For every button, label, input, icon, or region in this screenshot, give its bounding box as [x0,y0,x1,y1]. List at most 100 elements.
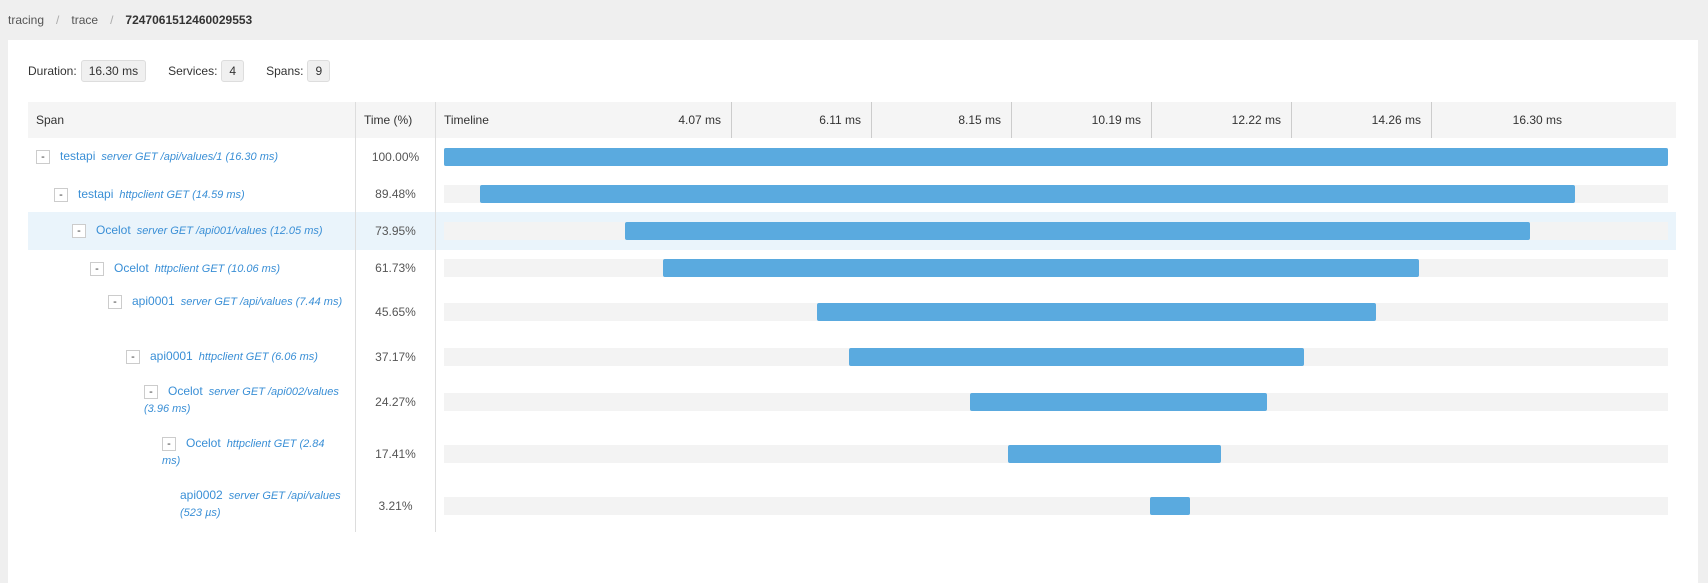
breadcrumb-separator: / [110,13,114,27]
col-header-time: Time (%) [356,102,436,138]
span-operation: server GET /api/values (7.44 ms) [180,296,343,308]
trace-summary: Duration: 16.30 ms Services: 4 Spans: 9 [28,60,352,82]
collapse-toggle-button[interactable]: - [90,261,104,276]
span-service-name[interactable]: Ocelot [186,436,221,450]
span-timeline-cell [436,428,1676,480]
span-timeline-cell [436,176,1676,212]
span-service-name[interactable]: Ocelot [96,223,131,237]
span-timeline-cell [436,138,1676,176]
span-time-percent: 37.17% [356,338,436,376]
timeline-tick: 16.30 ms [1512,113,1562,127]
collapse-toggle-button[interactable]: - [126,349,140,364]
span-time-percent: 73.95% [356,212,436,250]
span-duration-bar[interactable] [444,148,1668,166]
timeline-tick: 10.19 ms [1012,102,1152,138]
timeline-label: Timeline [444,113,489,127]
timeline-track [444,348,1668,366]
timeline-tick: 14.26 ms [1292,102,1432,138]
timeline-tick: 8.15 ms [872,102,1012,138]
breadcrumb-trace-id: 7247061512460029553 [125,13,253,27]
span-operation: server GET /api/values/1 (16.30 ms) [101,151,279,163]
span-timeline-cell [436,338,1676,376]
collapse-toggle-button[interactable]: - [54,187,68,202]
span-service-name[interactable]: Ocelot [114,261,149,275]
services-badge: 4 [221,60,245,82]
spans-label: Spans: [266,64,304,78]
span-time-percent: 24.27% [356,376,436,428]
span-operation: server GET /api002/values (3.96 ms) [144,386,339,415]
collapse-toggle-button[interactable]: - [108,294,122,309]
span-cell: - testapi server GET /api/values/1 (16.30 … [28,138,356,176]
span-duration-bar[interactable] [1150,497,1190,515]
span-service-name[interactable]: api0002 [180,488,223,502]
span-time-percent: 17.41% [356,428,436,480]
span-cell: - api0001 httpclient GET (6.06 ms) [28,338,356,376]
duration-badge: 16.30 ms [80,60,147,82]
span-time-percent: 61.73% [356,250,436,286]
span-timeline-cell [436,480,1676,532]
span-service-name[interactable]: Ocelot [168,384,203,398]
span-duration-bar[interactable] [817,303,1377,321]
timeline-track [444,222,1668,240]
table-row[interactable]: - api0001 httpclient GET (6.06 ms) 37.17% [28,338,1676,376]
table-row[interactable]: - testapi httpclient GET (14.59 ms) 89.48% [28,176,1676,212]
duration-label: Duration: [28,64,77,78]
breadcrumb-separator: / [56,13,60,27]
table-row[interactable]: - Ocelot server GET /api001/values (12.05 … [28,212,1676,250]
span-operation: httpclient GET (6.06 ms) [198,351,318,363]
span-duration-bar[interactable] [663,259,1419,277]
span-operation: httpclient GET (2.84 ms) [162,438,325,467]
services-label: Services: [168,64,218,78]
span-service-name[interactable]: api0001 [150,349,193,363]
breadcrumb-tracing[interactable]: tracing [8,13,45,27]
span-cell: - testapi httpclient GET (14.59 ms) [28,176,356,212]
span-operation: server GET /api/values (523 µs) [180,490,341,519]
span-timeline-cell [436,286,1676,338]
table-row[interactable]: - Ocelot httpclient GET (10.06 ms) 61.73% [28,250,1676,286]
timeline-track [444,303,1668,321]
services-summary: Services: 4 [168,60,245,82]
trace-card: Duration: 16.30 ms Services: 4 Spans: 9 … [8,40,1698,583]
table-header: Span Time (%) Timeline 4.07 ms 6.11 ms 8.1… [28,102,1676,138]
span-operation: server GET /api001/values (12.05 ms) [136,225,323,237]
span-service-name[interactable]: api0001 [132,294,175,308]
span-duration-bar[interactable] [480,185,1576,203]
span-cell: - Ocelot server GET /api001/values (12.05 … [28,212,356,250]
collapse-toggle-button[interactable]: - [162,436,176,451]
breadcrumb-trace[interactable]: trace [71,13,99,27]
span-duration-bar[interactable] [849,348,1305,366]
span-time-percent: 100.00% [356,138,436,176]
span-time-percent: 45.65% [356,286,436,338]
col-header-timeline: Timeline 4.07 ms 6.11 ms 8.15 ms 10.19 ms 12… [436,102,1676,138]
timeline-tick: 6.11 ms [732,102,872,138]
table-row[interactable]: - api0001 server GET /api/values (7.44 ms)… [28,286,1676,338]
span-time-percent: 3.21% [356,480,436,532]
breadcrumb: tracing / trace / 7247061512460029553 [0,0,1708,40]
span-cell: - Ocelot httpclient GET (10.06 ms) [28,250,356,286]
timeline-track [444,445,1668,463]
span-service-name[interactable]: testapi [60,149,96,163]
span-duration-bar[interactable] [1008,445,1222,463]
table-row[interactable]: - Ocelot server GET /api002/values (3.96 m… [28,376,1676,428]
span-operation: httpclient GET (10.06 ms) [154,263,281,275]
timeline-track [444,259,1668,277]
span-duration-bar[interactable] [970,393,1268,411]
collapse-toggle-button[interactable]: - [144,384,158,399]
timeline-track [444,393,1668,411]
table-row[interactable]: - testapi server GET /api/values/1 (16.30 … [28,138,1676,176]
span-cell: - Ocelot server GET /api002/values (3.96 m… [28,376,356,428]
span-service-name[interactable]: testapi [78,187,114,201]
span-timeline-cell [436,212,1676,250]
table-row[interactable]: - Ocelot httpclient GET (2.84 ms) 17.41% [28,428,1676,480]
span-operation: httpclient GET (14.59 ms) [119,189,245,201]
collapse-toggle-button[interactable]: - [72,223,86,238]
table-row[interactable]: api0002 server GET /api/values (523 µs) 3.… [28,480,1676,532]
span-cell: api0002 server GET /api/values (523 µs) [28,480,356,532]
span-timeline-cell [436,376,1676,428]
collapse-toggle-button[interactable]: - [36,149,50,164]
span-rows: - testapi server GET /api/values/1 (16.30 … [28,138,1676,532]
span-time-percent: 89.48% [356,176,436,212]
span-duration-bar[interactable] [625,222,1531,240]
spans-summary: Spans: 9 [266,60,331,82]
span-cell: - api0001 server GET /api/values (7.44 ms) [28,286,356,338]
